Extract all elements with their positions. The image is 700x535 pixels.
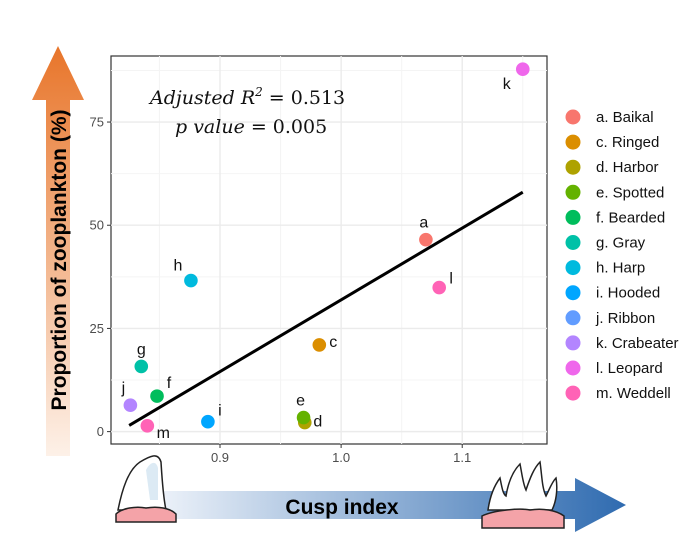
p-value: = 0.005 — [251, 116, 327, 138]
y-tick-label: 50 — [90, 218, 104, 233]
point-j — [123, 398, 138, 413]
y-axis-arrow — [32, 46, 84, 456]
point-c — [312, 338, 327, 352]
point-g — [134, 359, 149, 374]
plot-panel — [110, 55, 548, 445]
point-m — [140, 419, 155, 433]
legend-label-f: f. Bearded — [596, 209, 665, 226]
legend-key-j — [565, 310, 581, 326]
legend-label-j: j. Ribbon — [595, 310, 655, 327]
legend-key-d — [565, 159, 581, 175]
x-tick-label: 1.1 — [453, 450, 471, 465]
legend-key-k — [565, 335, 581, 351]
x-axis-title: Cusp index — [285, 496, 399, 519]
r2-value: = 0.513 — [269, 87, 345, 109]
legend-label-a: a. Baikal — [596, 109, 654, 126]
point-label-c: c — [329, 334, 337, 351]
point-l — [432, 280, 447, 295]
y-axis-title: Proportion of zooplankton (%) — [48, 110, 71, 411]
point-a — [419, 232, 433, 247]
y-tick-label: 25 — [90, 321, 104, 336]
point-label-h: h — [173, 258, 182, 275]
fit-line-group — [128, 190, 524, 427]
y-tick-label: 0 — [97, 424, 104, 439]
point-label-e: e — [296, 393, 305, 410]
y-tick-label: 75 — [90, 115, 104, 130]
multicusp-tooth-icon — [481, 460, 565, 529]
point-label-a: a — [419, 215, 428, 232]
data-points: a c de f g h i j k l m — [121, 62, 530, 442]
legend-key-l — [565, 360, 581, 376]
point-label-l: l — [449, 271, 453, 288]
major-gridlines — [111, 56, 547, 444]
point-label-i: i — [218, 403, 222, 420]
r2-superscript: 2 — [254, 85, 263, 99]
legend-key-e — [565, 184, 581, 200]
p-label: p value — [175, 116, 245, 138]
point-h — [184, 273, 198, 288]
legend-label-d: d. Harbor — [596, 159, 659, 176]
legend-key-c — [565, 134, 581, 150]
point-label-g: g — [137, 341, 146, 358]
point-label-f: f — [167, 375, 172, 392]
axis-ticks: 0.9 1.0 1.1 0 25 50 75 — [90, 115, 472, 465]
point-label-d: d — [313, 414, 322, 431]
point-e — [296, 410, 311, 425]
point-i — [201, 414, 215, 429]
legend-label-i: i. Hooded — [596, 285, 660, 302]
minor-gridlines — [111, 56, 547, 444]
legend-label-g: g. Gray — [596, 235, 646, 252]
legend: a. Baikal c. Ringed d. Harbor e. Spotted f. … — [565, 109, 679, 402]
legend-label-e: e. Spotted — [596, 184, 664, 201]
point-label-j: j — [121, 380, 126, 397]
legend-key-a — [565, 109, 581, 125]
legend-key-m — [565, 385, 581, 401]
legend-label-c: c. Ringed — [596, 134, 659, 151]
regression-fit-line — [128, 190, 524, 427]
legend-label-h: h. Harp — [596, 260, 645, 277]
legend-key-f — [565, 209, 581, 225]
p-value-annotation: p value = 0.005 — [175, 116, 327, 138]
legend-label-l: l. Leopard — [596, 360, 663, 377]
simple-tooth-icon — [115, 455, 177, 523]
point-label-m: m — [157, 425, 170, 442]
point-label-k: k — [503, 76, 512, 93]
legend-key-h — [565, 260, 581, 276]
adjusted-r2-annotation: Adjusted R2 = 0.513 — [148, 85, 345, 109]
legend-label-k: k. Crabeater — [596, 335, 679, 352]
point-f — [150, 389, 164, 403]
legend-label-m: m. Weddell — [596, 385, 671, 402]
x-tick-label: 0.9 — [211, 450, 229, 465]
legend-key-g — [565, 235, 581, 250]
legend-key-i — [565, 285, 581, 301]
x-tick-label: 1.0 — [332, 450, 350, 465]
point-k — [515, 62, 530, 77]
r2-label: Adjusted R — [148, 87, 255, 109]
